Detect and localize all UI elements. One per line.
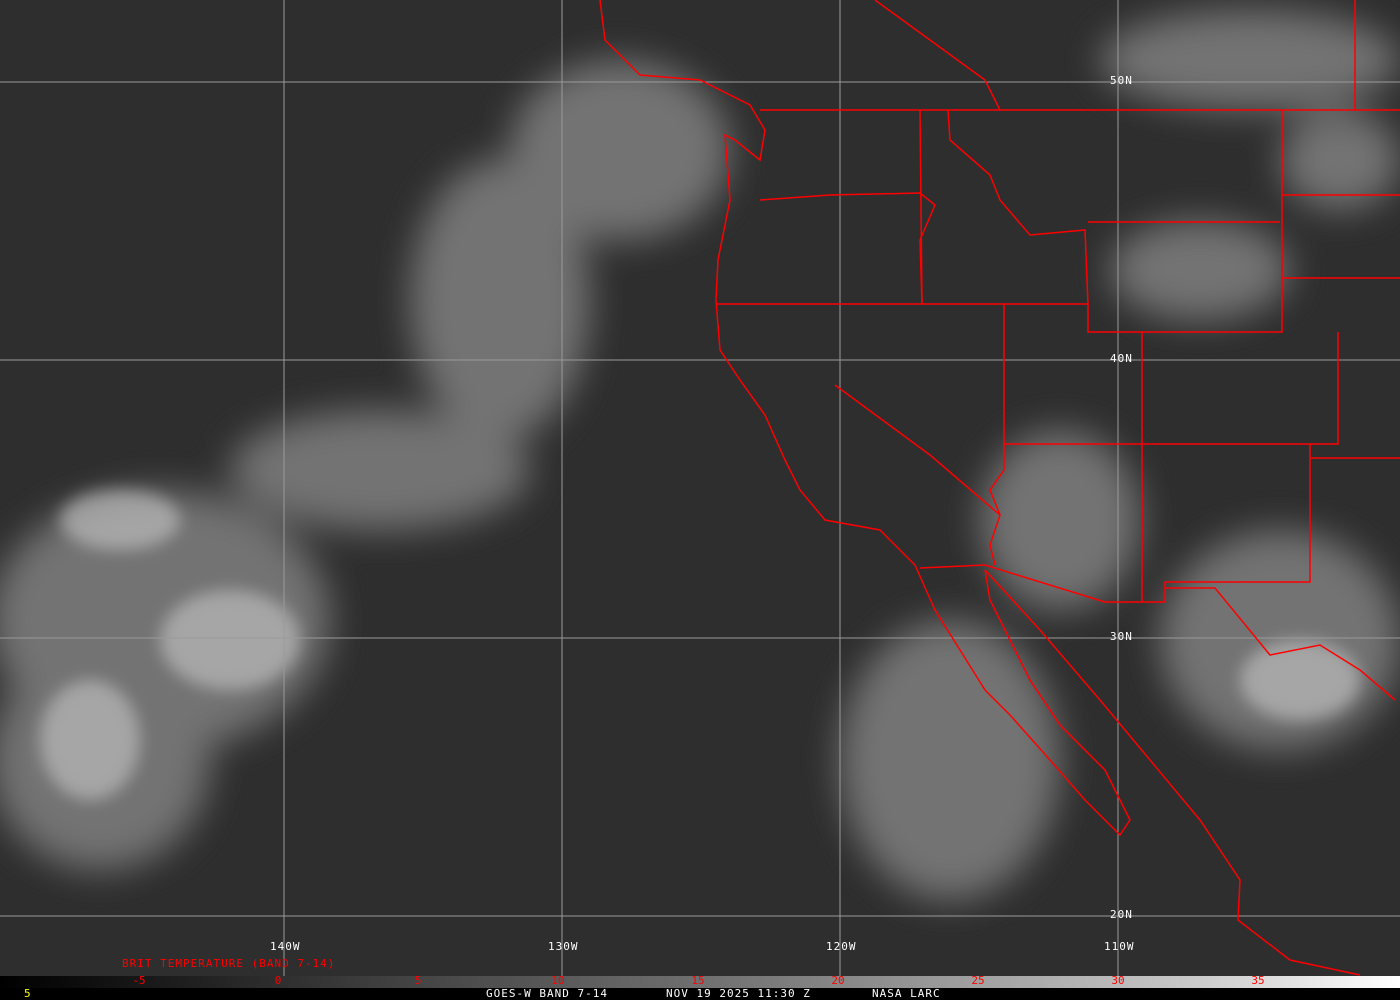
lon-label-140w: 140W bbox=[270, 940, 301, 953]
lat-label-40n: 40N bbox=[1110, 352, 1133, 365]
lon-label-110w: 110W bbox=[1104, 940, 1135, 953]
scale-tick: 10 bbox=[551, 974, 565, 987]
scale-tick: 5 bbox=[414, 974, 422, 987]
bright-clouds bbox=[40, 490, 1360, 800]
scale-tick: 35 bbox=[1251, 974, 1265, 987]
satellite-band: GOES-W BAND 7-14 bbox=[486, 987, 608, 1000]
source: NASA LARC bbox=[872, 987, 941, 1000]
scale-tick: 15 bbox=[691, 974, 705, 987]
graticule bbox=[0, 0, 1400, 976]
frame-number: 5 bbox=[24, 987, 32, 1000]
scale-tick: 25 bbox=[971, 974, 985, 987]
scale-tick: 30 bbox=[1111, 974, 1125, 987]
timestamp: NOV 19 2025 11:30 Z bbox=[666, 987, 811, 1000]
footer-bar: 5 GOES-W BAND 7-14 NOV 19 2025 11:30 Z N… bbox=[0, 987, 1400, 1000]
lat-label-50n: 50N bbox=[1110, 74, 1133, 87]
scale-tick: 0 bbox=[274, 974, 282, 987]
lat-label-20n: 20N bbox=[1110, 908, 1133, 921]
lon-label-130w: 130W bbox=[548, 940, 579, 953]
coastlines-and-borders bbox=[599, 0, 1400, 976]
lat-label-30n: 30N bbox=[1110, 630, 1133, 643]
lon-label-120w: 120W bbox=[826, 940, 857, 953]
satellite-map bbox=[0, 0, 1400, 976]
temperature-color-scale: -5 0 5 10 15 20 25 30 35 bbox=[0, 974, 1400, 988]
scale-title: BRIT TEMPERATURE (BAND 7-14) bbox=[122, 957, 336, 970]
scale-tick: 20 bbox=[831, 974, 845, 987]
scale-tick: -5 bbox=[132, 974, 146, 987]
cloud-cover bbox=[0, 10, 1400, 900]
